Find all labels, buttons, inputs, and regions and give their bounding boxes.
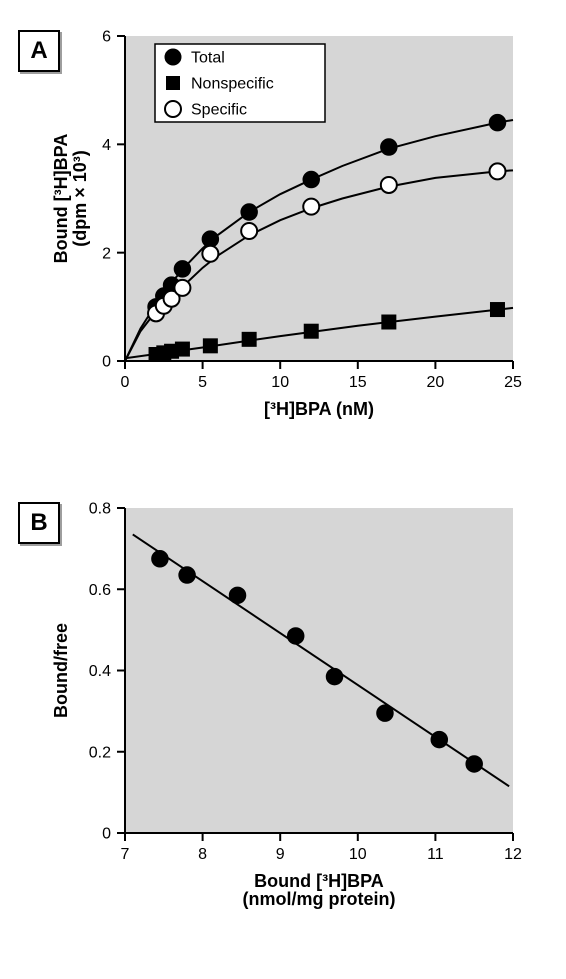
svg-text:0.4: 0.4 (89, 663, 111, 680)
svg-text:0: 0 (102, 826, 111, 843)
chart-svg: 05101520250246[³H]BPA (nM)Bound [³H]BPA(… (0, 0, 566, 979)
svg-text:8: 8 (198, 846, 207, 863)
figure-container: 05101520250246[³H]BPA (nM)Bound [³H]BPA(… (0, 0, 566, 979)
svg-text:0.2: 0.2 (89, 744, 111, 761)
svg-text:Total: Total (191, 50, 225, 67)
svg-text:[³H]BPA (nM): [³H]BPA (nM) (264, 399, 374, 419)
svg-text:0.6: 0.6 (89, 582, 111, 599)
svg-text:10: 10 (349, 846, 367, 863)
panel-a-label: A (30, 39, 47, 63)
svg-text:0: 0 (121, 374, 130, 391)
svg-text:Nonspecific: Nonspecific (191, 76, 274, 93)
svg-text:Bound [³H]BPA: Bound [³H]BPA (51, 134, 71, 264)
svg-text:11: 11 (427, 846, 444, 863)
svg-text:6: 6 (102, 29, 111, 46)
svg-text:5: 5 (198, 374, 207, 391)
svg-text:(nmol/mg protein): (nmol/mg protein) (243, 889, 396, 909)
svg-text:4: 4 (102, 137, 111, 154)
svg-text:Bound [³H]BPA: Bound [³H]BPA (254, 871, 384, 891)
svg-text:7: 7 (121, 846, 130, 863)
panel-a-label-box: A (18, 30, 60, 72)
svg-text:25: 25 (504, 374, 522, 391)
svg-text:2: 2 (102, 245, 111, 262)
svg-text:0: 0 (102, 354, 111, 371)
panel-b-label-box: B (18, 502, 60, 544)
svg-text:(dpm × 10³): (dpm × 10³) (70, 150, 90, 247)
svg-text:0.8: 0.8 (89, 501, 111, 518)
svg-text:12: 12 (504, 846, 522, 863)
panel-b-label: B (30, 511, 47, 535)
svg-text:20: 20 (427, 374, 445, 391)
svg-text:Bound/free: Bound/free (51, 623, 71, 718)
svg-text:9: 9 (276, 846, 285, 863)
svg-text:Specific: Specific (191, 102, 247, 119)
svg-text:10: 10 (271, 374, 289, 391)
svg-text:15: 15 (349, 374, 367, 391)
